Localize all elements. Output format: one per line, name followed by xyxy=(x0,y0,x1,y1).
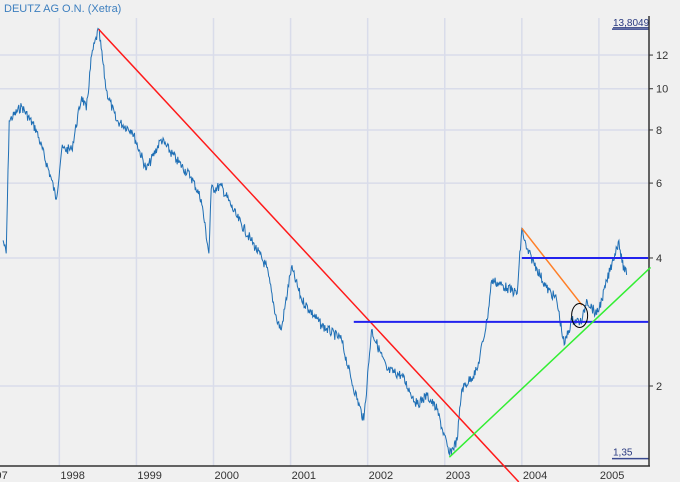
y-tick-label: 6 xyxy=(656,178,662,190)
breakout-marker xyxy=(571,302,589,328)
y-tick-label: 4 xyxy=(656,253,662,265)
y-tick-label: 12 xyxy=(656,50,668,62)
x-tick-label: 2001 xyxy=(292,470,316,482)
x-tick-label: 1999 xyxy=(137,470,161,482)
max-label: 13,8049 xyxy=(613,18,650,29)
x-tick-label: 2004 xyxy=(523,470,547,482)
y-tick-label: 10 xyxy=(656,84,668,96)
price-series-line xyxy=(2,27,628,457)
x-tick-label: 1997 xyxy=(0,470,8,482)
min-label: 1,35 xyxy=(613,448,633,459)
x-tick-label: 2000 xyxy=(215,470,239,482)
y-tick-label: 2 xyxy=(656,381,662,393)
uptrend-line xyxy=(448,266,652,458)
chart-title: DEUTZ AG O.N. (Xetra) xyxy=(4,3,122,15)
x-tick-label: 2005 xyxy=(600,470,624,482)
short-downtrend-line xyxy=(521,227,583,306)
x-tick-label: 2002 xyxy=(369,470,393,482)
x-tick-label: 2003 xyxy=(446,470,470,482)
long-term-downtrend-line xyxy=(98,28,520,482)
y-tick-label: 8 xyxy=(656,125,662,137)
x-tick-label: 1998 xyxy=(60,470,84,482)
